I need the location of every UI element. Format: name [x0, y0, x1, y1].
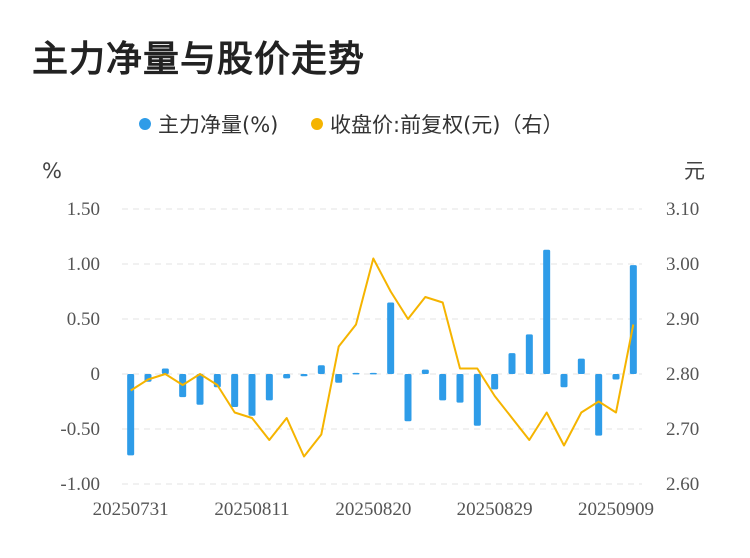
bar: [491, 374, 499, 390]
bar: [231, 374, 239, 407]
bar: [196, 374, 204, 405]
bar: [560, 374, 568, 388]
bar: [508, 353, 516, 374]
left-tick-label: 1.00: [67, 254, 100, 275]
price-line: [130, 257, 635, 458]
bar: [369, 372, 377, 375]
bar: [421, 369, 429, 374]
x-tick-label: 20250829: [457, 499, 533, 520]
bar: [577, 358, 585, 374]
bar: [543, 249, 551, 374]
right-tick-label: 2.70: [666, 419, 699, 440]
legend-line-marker: [311, 118, 323, 130]
bar: [265, 374, 273, 401]
left-axis-ticks: 1.50 1.00 0.50 0 -0.50 -1.00: [60, 199, 100, 495]
left-tick-label: 0: [91, 364, 101, 385]
left-axis-unit: %: [42, 159, 62, 183]
bar: [300, 374, 308, 377]
right-tick-label: 3.00: [666, 254, 699, 275]
bar: [283, 374, 291, 379]
right-tick-label: 2.60: [666, 474, 699, 495]
bar: [595, 374, 603, 436]
chart-title: 主力净量与股价走势: [32, 39, 366, 80]
legend-bar-marker: [139, 118, 151, 130]
x-axis-ticks: 20250731 20250811 20250820 20250829 20250909: [93, 499, 654, 520]
legend-bar-label: 主力净量(%): [158, 113, 278, 137]
bar: [473, 374, 481, 426]
bar: [612, 374, 620, 380]
bar: [127, 374, 135, 456]
right-axis-ticks: 3.10 3.00 2.90 2.80 2.70 2.60: [666, 199, 699, 495]
bar: [352, 372, 360, 375]
x-tick-label: 20250909: [578, 499, 654, 520]
x-tick-label: 20250811: [214, 499, 289, 520]
bar: [456, 374, 464, 403]
legend-line-label: 收盘价:前复权(元)（右）: [330, 113, 563, 137]
right-tick-label: 2.80: [666, 364, 699, 385]
bar: [404, 374, 412, 422]
bar-series: [127, 249, 637, 456]
left-tick-label: -0.50: [60, 419, 100, 440]
left-tick-label: -1.00: [60, 474, 100, 495]
bar: [387, 302, 395, 374]
right-tick-label: 2.90: [666, 309, 699, 330]
right-tick-label: 3.10: [666, 199, 699, 220]
bar: [248, 374, 256, 416]
bar: [335, 374, 343, 383]
x-tick-label: 20250820: [335, 499, 411, 520]
x-tick-label: 20250731: [93, 499, 169, 520]
right-axis-unit: 元: [684, 159, 705, 183]
grid-lines: [122, 208, 642, 485]
bar: [161, 368, 169, 374]
bar: [629, 265, 637, 374]
bar: [525, 334, 533, 374]
left-tick-label: 0.50: [67, 309, 100, 330]
left-tick-label: 1.50: [67, 199, 100, 220]
bar: [439, 374, 447, 401]
bar: [317, 365, 325, 374]
